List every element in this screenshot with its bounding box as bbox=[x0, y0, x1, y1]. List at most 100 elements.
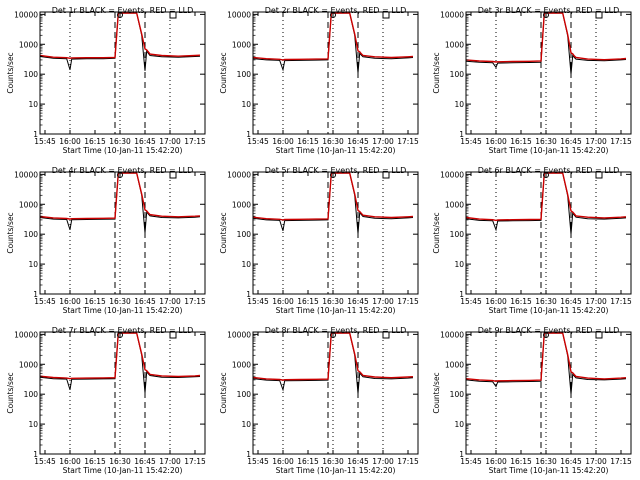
chart-panel: 15:45 16:00 16:15 16:30 16:45 17:00 17:15 1 10 10… bbox=[6, 326, 206, 475]
x-tick-label: 17:00 bbox=[372, 457, 394, 466]
lld-series-line bbox=[252, 172, 414, 221]
x-tick-label: 15:45 bbox=[34, 297, 56, 306]
x-tick-label: 16:30 bbox=[109, 137, 131, 146]
lld-series-line bbox=[39, 172, 201, 220]
y-tick-label: 10 bbox=[241, 260, 251, 269]
y-tick-label: 1 bbox=[459, 130, 464, 139]
y-axis-label: Counts/sec bbox=[432, 372, 441, 413]
y-tick-label: 1000 bbox=[232, 360, 251, 369]
x-tick-label: 17:00 bbox=[585, 457, 607, 466]
x-axis-label: Start Time (10-Jan-11 15:42:20) bbox=[489, 146, 609, 155]
x-tick-label: 16:00 bbox=[59, 457, 81, 466]
chart-title: Det 8r BLACK = Events, RED = LLD bbox=[265, 326, 407, 335]
y-axis-label: Counts/sec bbox=[6, 52, 15, 93]
plot-frame bbox=[465, 171, 632, 295]
events-series-line bbox=[39, 12, 201, 71]
lld-series-line bbox=[252, 332, 414, 381]
chart-title: Det 1r BLACK = Events, RED = LLD bbox=[52, 6, 194, 15]
chart-panel: 15:45 16:00 16:15 16:30 16:45 17:00 17:15 1 10 10… bbox=[6, 166, 206, 315]
x-tick-label: 15:45 bbox=[460, 137, 482, 146]
y-tick-label: 10 bbox=[28, 100, 38, 109]
x-tick-label: 16:15 bbox=[510, 297, 532, 306]
y-axis-label: Counts/sec bbox=[219, 52, 228, 93]
y-tick-label: 1 bbox=[459, 450, 464, 459]
chart-panel: 15:45 16:00 16:15 16:30 16:45 17:00 17:15 1 10 10… bbox=[432, 166, 632, 315]
x-axis-label: Start Time (10-Jan-11 15:42:20) bbox=[63, 146, 183, 155]
chart-title: Det 7r BLACK = Events, RED = LLD bbox=[52, 326, 194, 335]
x-tick-label: 16:45 bbox=[134, 297, 156, 306]
x-axis-label: Start Time (10-Jan-11 15:42:20) bbox=[63, 306, 183, 315]
y-tick-label: 1 bbox=[459, 290, 464, 299]
y-tick-label: 10 bbox=[454, 260, 464, 269]
plot-frame bbox=[39, 171, 206, 295]
x-tick-label: 15:45 bbox=[460, 297, 482, 306]
x-tick-label: 16:45 bbox=[134, 457, 156, 466]
plot-frame bbox=[252, 331, 419, 455]
x-tick-label: 17:15 bbox=[397, 137, 419, 146]
x-tick-label: 16:00 bbox=[485, 457, 507, 466]
y-tick-label: 100 bbox=[24, 70, 39, 79]
chart-title: Det 2r BLACK = Events, RED = LLD bbox=[265, 6, 407, 15]
x-tick-label: 16:00 bbox=[485, 297, 507, 306]
y-tick-label: 100 bbox=[450, 230, 465, 239]
y-tick-label: 1 bbox=[33, 130, 38, 139]
x-tick-label: 15:45 bbox=[247, 137, 269, 146]
y-tick-label: 10000 bbox=[440, 330, 464, 339]
plot-frame bbox=[39, 331, 206, 455]
x-tick-label: 17:00 bbox=[372, 297, 394, 306]
events-series-line bbox=[465, 332, 627, 395]
x-tick-label: 16:30 bbox=[322, 297, 344, 306]
chart-title: Det 4r BLACK = Events, RED = LLD bbox=[52, 166, 194, 175]
x-tick-label: 16:15 bbox=[84, 457, 106, 466]
plot-frame bbox=[465, 331, 632, 455]
x-tick-label: 16:45 bbox=[134, 137, 156, 146]
chart-title: Det 3r BLACK = Events, RED = LLD bbox=[478, 6, 620, 15]
plot-frame bbox=[252, 11, 419, 135]
y-tick-label: 10000 bbox=[227, 330, 251, 339]
x-tick-label: 16:15 bbox=[84, 137, 106, 146]
x-tick-label: 17:15 bbox=[184, 137, 206, 146]
y-tick-label: 100 bbox=[24, 230, 39, 239]
x-axis-label: Start Time (10-Jan-11 15:42:20) bbox=[489, 306, 609, 315]
x-tick-label: 15:45 bbox=[247, 457, 269, 466]
plot-frame bbox=[465, 11, 632, 135]
x-tick-label: 16:00 bbox=[59, 137, 81, 146]
x-tick-label: 16:45 bbox=[560, 457, 582, 466]
x-tick-label: 16:00 bbox=[59, 297, 81, 306]
x-tick-label: 17:00 bbox=[159, 457, 181, 466]
x-axis-label: Start Time (10-Jan-11 15:42:20) bbox=[276, 466, 396, 475]
y-tick-label: 1000 bbox=[445, 200, 464, 209]
x-tick-label: 16:00 bbox=[272, 137, 294, 146]
x-tick-label: 17:15 bbox=[184, 297, 206, 306]
x-tick-label: 17:15 bbox=[610, 457, 632, 466]
x-tick-label: 17:00 bbox=[159, 137, 181, 146]
x-tick-label: 16:15 bbox=[510, 457, 532, 466]
y-tick-label: 1000 bbox=[445, 40, 464, 49]
x-tick-label: 16:15 bbox=[297, 297, 319, 306]
y-tick-label: 1 bbox=[33, 290, 38, 299]
x-tick-label: 15:45 bbox=[34, 137, 56, 146]
x-axis-label: Start Time (10-Jan-11 15:42:20) bbox=[276, 146, 396, 155]
x-tick-label: 15:45 bbox=[34, 457, 56, 466]
lld-series-line bbox=[465, 332, 627, 383]
chart-panel: 15:45 16:00 16:15 16:30 16:45 17:00 17:15 1 10 10… bbox=[219, 326, 419, 475]
events-series-line bbox=[39, 332, 201, 393]
y-tick-label: 1000 bbox=[445, 360, 464, 369]
y-tick-label: 1000 bbox=[19, 40, 38, 49]
y-tick-label: 10 bbox=[454, 420, 464, 429]
y-tick-label: 1 bbox=[246, 450, 251, 459]
x-tick-label: 16:15 bbox=[84, 297, 106, 306]
lld-series-line bbox=[39, 332, 201, 380]
x-tick-label: 16:30 bbox=[322, 137, 344, 146]
events-series-line bbox=[465, 12, 627, 75]
x-tick-label: 16:30 bbox=[322, 457, 344, 466]
y-tick-label: 1000 bbox=[232, 200, 251, 209]
y-tick-label: 100 bbox=[24, 390, 39, 399]
x-tick-label: 16:30 bbox=[535, 297, 557, 306]
x-axis-label: Start Time (10-Jan-11 15:42:20) bbox=[63, 466, 183, 475]
y-tick-label: 100 bbox=[237, 230, 252, 239]
lld-series-line bbox=[39, 12, 201, 60]
x-tick-label: 16:30 bbox=[535, 137, 557, 146]
y-tick-label: 10000 bbox=[227, 10, 251, 19]
y-tick-label: 10000 bbox=[14, 10, 38, 19]
